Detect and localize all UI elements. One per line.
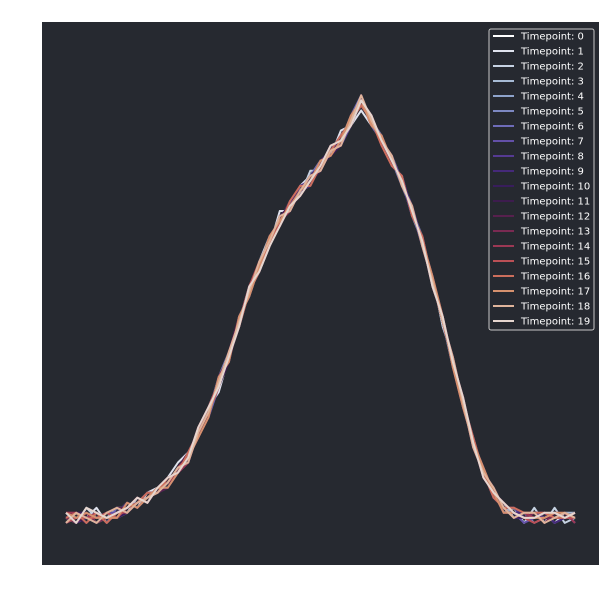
legend: Timepoint: 0 Timepoint: 1 Timepoint: 2 Time…: [488, 28, 595, 331]
series-line-timepoint-19: [65, 99, 576, 524]
legend-items: Timepoint: 0 Timepoint: 1 Timepoint: 2 Time…: [493, 32, 590, 328]
legend-label-timepoint-17: Timepoint: 17: [520, 287, 590, 298]
legend-label-timepoint-18: Timepoint: 18: [520, 302, 590, 313]
legend-label-timepoint-8: Timepoint: 8: [520, 152, 584, 163]
legend-label-timepoint-9: Timepoint: 9: [520, 167, 584, 178]
legend-label-timepoint-16: Timepoint: 16: [520, 272, 590, 283]
legend-label-timepoint-14: Timepoint: 14: [520, 242, 590, 253]
legend-label-timepoint-3: Timepoint: 3: [520, 77, 584, 88]
legend-label-timepoint-2: Timepoint: 2: [520, 62, 584, 73]
legend-label-timepoint-10: Timepoint: 10: [520, 182, 590, 193]
legend-label-timepoint-12: Timepoint: 12: [520, 212, 590, 223]
legend-label-timepoint-15: Timepoint: 15: [520, 257, 590, 268]
legend-label-timepoint-4: Timepoint: 4: [520, 92, 584, 103]
legend-label-timepoint-11: Timepoint: 11: [520, 197, 590, 208]
legend-label-timepoint-1: Timepoint: 1: [520, 47, 584, 58]
legend-label-timepoint-5: Timepoint: 5: [520, 107, 584, 118]
legend-label-timepoint-19: Timepoint: 19: [520, 317, 590, 328]
series-layer: [65, 94, 576, 524]
legend-label-timepoint-13: Timepoint: 13: [520, 227, 590, 238]
legend-label-timepoint-7: Timepoint: 7: [520, 137, 584, 148]
legend-box: [488, 28, 595, 331]
legend-label-timepoint-6: Timepoint: 6: [520, 122, 584, 133]
legend-label-timepoint-0: Timepoint: 0: [520, 32, 584, 43]
